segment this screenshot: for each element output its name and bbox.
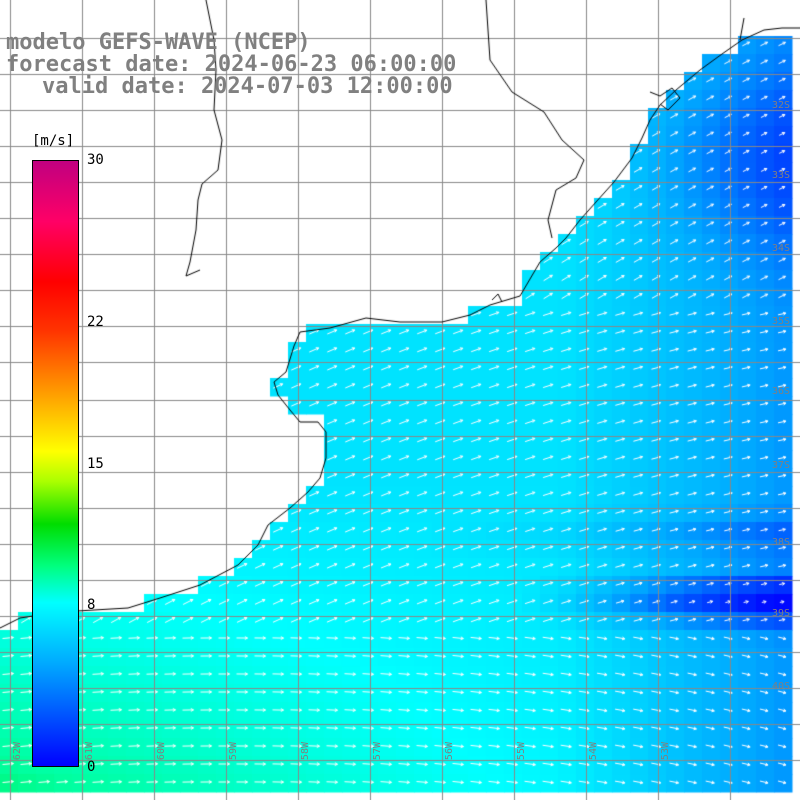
- longitude-label: 61W: [84, 742, 95, 761]
- longitude-label: 58W: [300, 742, 311, 761]
- latitude-label: 37S: [772, 460, 791, 471]
- colorbar-tick-30: 30: [87, 152, 104, 168]
- longitude-label: 59W: [228, 742, 239, 761]
- colorbar: [32, 160, 79, 767]
- longitude-label: 56W: [444, 742, 455, 761]
- colorbar-tick-22: 22: [87, 313, 104, 330]
- longitude-label: 60W: [156, 742, 167, 761]
- longitude-label: 55W: [516, 742, 527, 761]
- latitude-label: 35S: [772, 316, 791, 327]
- latitude-label: 33S: [772, 170, 791, 181]
- colorbar-tick-0: 0: [87, 759, 96, 775]
- colorbar-tick-8: 8: [87, 597, 96, 614]
- latitude-label: 38S: [772, 537, 791, 548]
- latitude-label: 34S: [772, 243, 791, 254]
- longitude-label: 57W: [372, 742, 383, 761]
- colorbar-tick-15: 15: [87, 455, 104, 472]
- latitude-label: 32S: [772, 100, 791, 111]
- title-model: modelo GEFS-WAVE (NCEP): [6, 30, 311, 55]
- title-forecast-date: forecast date: 2024-06-23 06:00:00: [6, 52, 457, 77]
- latitude-label: 39S: [772, 608, 791, 619]
- colorbar-unit-label: [m/s]: [32, 133, 75, 149]
- longitude-label: 54W: [588, 742, 599, 761]
- latitude-label: 40S: [772, 681, 791, 692]
- longitude-label: 53W: [660, 742, 671, 761]
- title-valid-date: valid date: 2024-07-03 12:00:00: [42, 74, 453, 99]
- latitude-label: 36S: [772, 386, 791, 397]
- longitude-label: 62W: [12, 742, 23, 761]
